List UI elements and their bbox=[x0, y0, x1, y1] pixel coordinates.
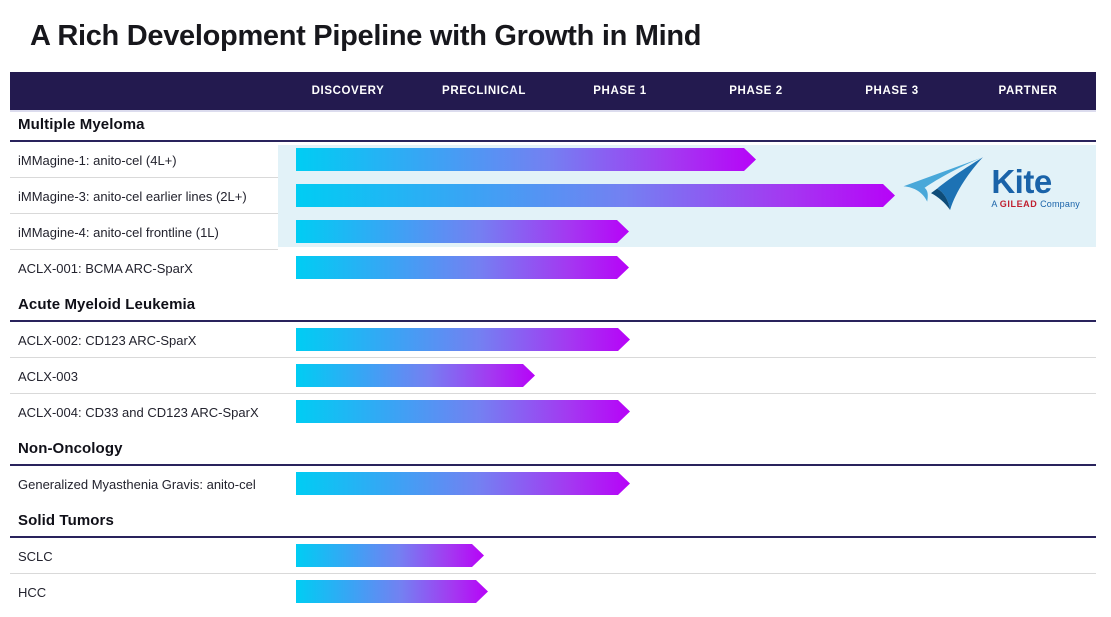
phase-track bbox=[296, 214, 1096, 250]
section-heading-label: Solid Tumors bbox=[18, 512, 114, 529]
program-label: SCLC bbox=[18, 548, 53, 564]
column-header-phase3: PHASE 3 bbox=[865, 85, 919, 97]
program-label: ACLX-001: BCMA ARC-SparX bbox=[18, 260, 193, 276]
section-heading-label: Multiple Myeloma bbox=[18, 116, 145, 133]
pipeline-row-sclc: SCLC bbox=[10, 538, 1096, 574]
section-heading-non-oncology: Non-Oncology bbox=[10, 430, 1096, 466]
progress-arrow-bar bbox=[296, 184, 895, 207]
program-label: iMMagine-4: anito-cel frontline (1L) bbox=[18, 224, 219, 240]
progress-arrow-bar bbox=[296, 400, 630, 423]
progress-arrow-bar bbox=[296, 472, 630, 495]
phase-track bbox=[296, 322, 1096, 358]
phase-track bbox=[296, 394, 1096, 430]
section-heading-multiple-myeloma: Multiple Myeloma bbox=[10, 110, 1096, 142]
program-label: HCC bbox=[18, 584, 47, 600]
gilead-tagline: A GILEAD Company bbox=[991, 198, 1080, 209]
progress-arrow-bar bbox=[296, 364, 535, 387]
pipeline-row-immagine-4: iMMagine-4: anito-cel frontline (1L) bbox=[10, 214, 1096, 250]
phase-track bbox=[296, 466, 1096, 502]
progress-arrow-bar bbox=[296, 580, 488, 603]
section-heading-label: Acute Myeloid Leukemia bbox=[18, 296, 196, 313]
progress-arrow-bar bbox=[296, 544, 484, 567]
phase-track bbox=[296, 250, 1096, 286]
column-header-discovery: DISCOVERY bbox=[311, 85, 385, 97]
phase-track bbox=[296, 538, 1096, 574]
pipeline-slide: A Rich Development Pipeline with Growth … bbox=[0, 14, 1111, 617]
pipeline-row-gmg: Generalized Myasthenia Gravis: anito-cel bbox=[10, 466, 1096, 502]
pipeline-row-immagine-3: iMMagine-3: anito-cel earlier lines (2L+… bbox=[10, 178, 1096, 214]
section-heading-label: Non-Oncology bbox=[18, 440, 123, 457]
progress-arrow-bar bbox=[296, 328, 630, 351]
pipeline-row-immagine-1: iMMagine-1: anito-cel (4L+) bbox=[10, 142, 1096, 178]
section-rows-solid-tumors: SCLC HCC bbox=[10, 538, 1096, 610]
column-header-partner: PARTNER bbox=[998, 85, 1058, 97]
page-title: A Rich Development Pipeline with Growth … bbox=[30, 20, 702, 52]
phase-track bbox=[296, 574, 1096, 610]
phase-track bbox=[296, 178, 1096, 214]
kite-logo-name: Kite bbox=[991, 162, 1052, 200]
progress-arrow-bar bbox=[296, 220, 629, 243]
progress-arrow-bar bbox=[296, 256, 629, 279]
phase-header-bar: DISCOVERY PRECLINICAL PHASE 1 PHASE 2 PH… bbox=[10, 72, 1096, 110]
kite-icon bbox=[902, 154, 986, 219]
pipeline-row-aclx-003: ACLX-003 bbox=[10, 358, 1096, 394]
column-header-phase2: PHASE 2 bbox=[729, 85, 783, 97]
section-rows-aml: ACLX-002: CD123 ARC-SparX ACLX-003 ACLX-… bbox=[10, 322, 1096, 430]
program-label: iMMagine-3: anito-cel earlier lines (2L+… bbox=[18, 188, 247, 204]
kite-logo-text: Kite A GILEAD Company bbox=[991, 162, 1080, 209]
pipeline-row-aclx-002: ACLX-002: CD123 ARC-SparX bbox=[10, 322, 1096, 358]
column-header-preclinical: PRECLINICAL bbox=[442, 85, 526, 97]
program-label: ACLX-004: CD33 and CD123 ARC-SparX bbox=[18, 404, 259, 420]
section-heading-solid-tumors: Solid Tumors bbox=[10, 502, 1096, 538]
content-area: DISCOVERY PRECLINICAL PHASE 1 PHASE 2 PH… bbox=[10, 72, 1096, 610]
phase-track bbox=[296, 142, 1096, 178]
section-heading-aml: Acute Myeloid Leukemia bbox=[10, 286, 1096, 322]
program-label: Generalized Myasthenia Gravis: anito-cel bbox=[18, 476, 256, 492]
pipeline-row-aclx-004: ACLX-004: CD33 and CD123 ARC-SparX bbox=[10, 394, 1096, 430]
section-rows-multiple-myeloma: Kite A GILEAD Company iMMagine-1: anito-… bbox=[10, 142, 1096, 286]
section-rows-non-oncology: Generalized Myasthenia Gravis: anito-cel bbox=[10, 466, 1096, 502]
column-header-phase1: PHASE 1 bbox=[593, 85, 647, 97]
program-label: ACLX-003 bbox=[18, 368, 78, 384]
pipeline-row-hcc: HCC bbox=[10, 574, 1096, 610]
phase-track bbox=[296, 358, 1096, 394]
program-label: iMMagine-1: anito-cel (4L+) bbox=[18, 152, 177, 168]
pipeline-row-aclx-001: ACLX-001: BCMA ARC-SparX bbox=[10, 250, 1096, 286]
program-label: ACLX-002: CD123 ARC-SparX bbox=[18, 332, 197, 348]
progress-arrow-bar bbox=[296, 148, 756, 171]
kite-logo: Kite A GILEAD Company bbox=[902, 154, 1080, 219]
